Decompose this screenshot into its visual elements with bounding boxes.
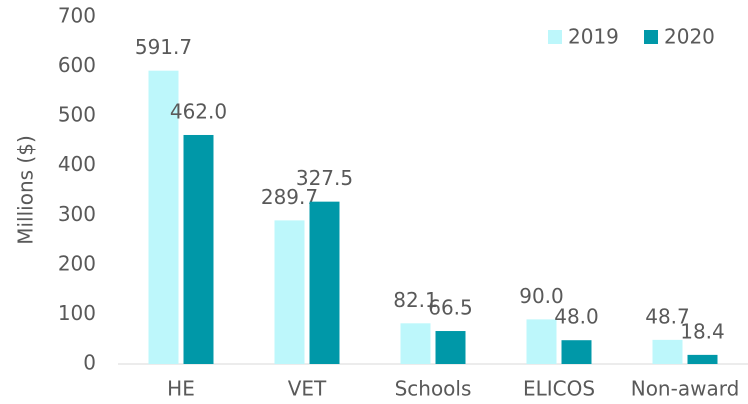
data-label: 289.7 <box>261 185 318 209</box>
y-tick-label: 100 <box>58 301 96 325</box>
data-label: 66.5 <box>428 296 473 320</box>
x-tick-label: Schools <box>395 377 472 401</box>
bar <box>526 319 557 364</box>
bar <box>435 331 466 364</box>
data-label: 462.0 <box>170 99 227 123</box>
y-axis-label: Millions ($) <box>14 135 38 245</box>
x-tick-label: ELICOS <box>523 377 595 401</box>
bar <box>561 340 592 364</box>
bar <box>148 70 179 365</box>
legend-label: 2020 <box>664 25 715 49</box>
y-tick-label: 200 <box>58 251 96 275</box>
data-label: 90.0 <box>519 284 564 308</box>
data-label: 18.4 <box>680 319 725 343</box>
bar <box>183 134 214 364</box>
legend-swatch <box>548 30 562 44</box>
legend-label: 2019 <box>568 25 619 49</box>
y-tick-label: 600 <box>58 53 96 77</box>
data-label: 48.7 <box>645 304 690 328</box>
y-tick-label: 700 <box>58 4 96 28</box>
bar <box>687 354 718 364</box>
x-tick-label: Non-award <box>631 377 740 401</box>
y-tick-label: 500 <box>58 103 96 127</box>
x-tick-label: HE <box>167 377 195 401</box>
data-label: 591.7 <box>135 35 192 59</box>
bar <box>309 201 340 364</box>
data-label: 82.1 <box>393 288 438 312</box>
data-label: 327.5 <box>296 166 353 190</box>
x-tick-label: VET <box>288 377 327 401</box>
y-tick-label: 300 <box>58 202 96 226</box>
legend-swatch <box>644 30 658 44</box>
bar <box>652 339 683 364</box>
bar <box>274 220 305 364</box>
y-tick-label: 0 <box>83 351 96 375</box>
data-label: 48.0 <box>554 305 599 329</box>
y-tick-label: 400 <box>58 152 96 176</box>
bar <box>400 323 431 364</box>
